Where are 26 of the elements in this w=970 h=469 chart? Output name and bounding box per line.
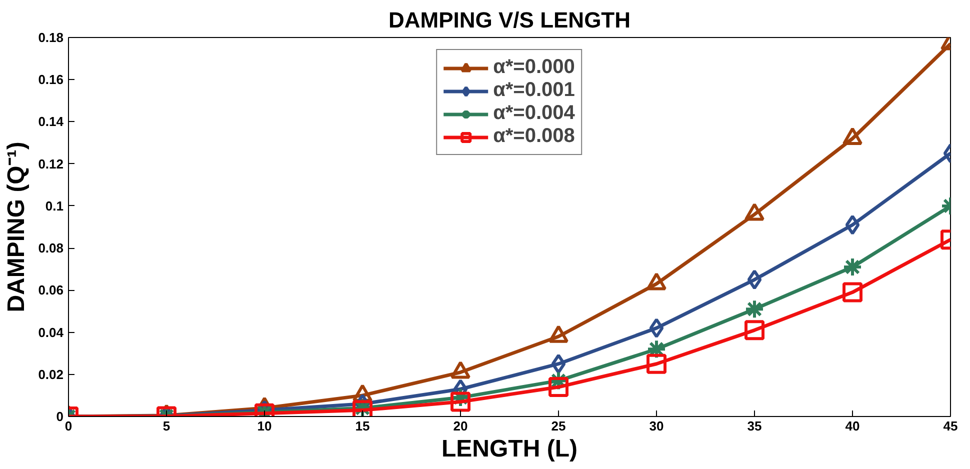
x-tick-label: 10 bbox=[257, 418, 272, 434]
x-tick-label: 15 bbox=[355, 418, 370, 434]
legend-label: α*=0.004 bbox=[493, 102, 575, 125]
y-tick-label: 0 bbox=[56, 409, 64, 424]
y-tick-label: 0.04 bbox=[38, 324, 64, 340]
y-tick-label: 0.18 bbox=[38, 30, 64, 45]
y-tick-label: 0.16 bbox=[38, 72, 64, 88]
y-tick-label: 0.06 bbox=[38, 282, 64, 298]
y-tick-label: 0.08 bbox=[38, 240, 64, 256]
x-tick-label: 40 bbox=[845, 418, 860, 434]
x-tick-label: 5 bbox=[162, 418, 170, 434]
y-axis-title: DAMPING (Q⁻¹) bbox=[3, 142, 30, 312]
legend-label: α*=0.000 bbox=[493, 56, 575, 79]
chart-title: DAMPING V/S LENGTH bbox=[388, 8, 631, 32]
legend-label: α*=0.001 bbox=[493, 79, 575, 102]
x-axis-title: LENGTH (L) bbox=[442, 436, 578, 462]
legend-label: α*=0.008 bbox=[493, 125, 575, 148]
x-tick-label: 20 bbox=[453, 418, 468, 434]
y-tick-label: 0.12 bbox=[38, 156, 64, 172]
x-tick-label: 25 bbox=[551, 418, 566, 434]
y-tick-label: 0.02 bbox=[38, 366, 64, 382]
x-tick-label: 45 bbox=[943, 418, 958, 434]
y-tick-label: 0.14 bbox=[38, 114, 64, 130]
x-tick-label: 30 bbox=[649, 418, 664, 434]
y-tick-label: 0.1 bbox=[45, 198, 64, 214]
x-tick-label: 35 bbox=[747, 418, 762, 434]
